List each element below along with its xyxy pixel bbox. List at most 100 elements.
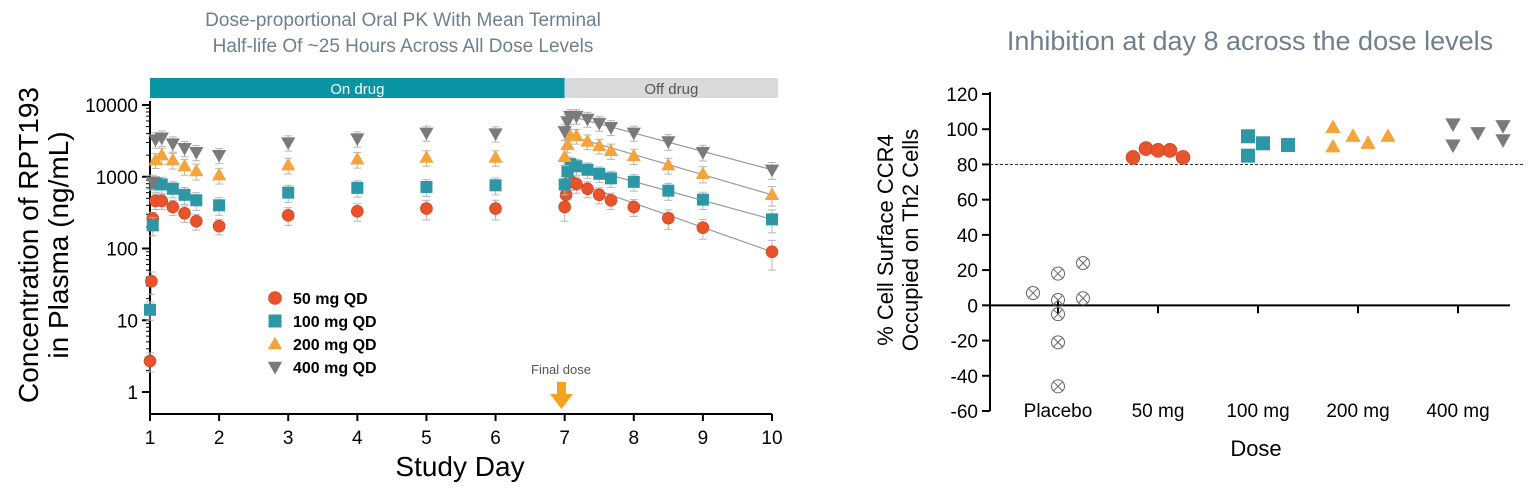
phase-label-on: On drug [330,81,384,98]
pk-chart-title-line1: Dose-proportional Oral PK With Mean Term… [205,10,601,31]
pk-point-100mg [696,193,709,206]
placebo-marker-ring [1051,307,1065,322]
pk-point-50mg [558,200,571,214]
phase-label-off: Off drug [644,81,698,98]
pk-x-tick-label: 7 [559,428,570,449]
pk-point-400mg [764,164,780,178]
pk-point-100mg [558,178,571,191]
pk-point-50mg [592,188,606,202]
pk-point-400mg [488,128,503,142]
occupancy-y-axis-label-line2: Occupied on Th2 Cells [898,129,923,351]
occupancy-x-tick-label: 50 mg [1132,401,1185,422]
pk-y-tick-label: 1 [127,383,138,404]
pk-x-tick-label: 5 [421,428,432,449]
pk-point-100mg [581,163,594,176]
occupancy-x-tick-label: 100 mg [1226,401,1289,422]
pk-point-400mg [281,137,296,150]
occupancy-point-50-mg [1162,143,1178,158]
pk-point-400mg [557,126,572,139]
pk-point-50mg [212,219,226,233]
pk-x-tick-label: 3 [283,428,294,449]
pk-point-100mg [604,172,617,185]
placebo-marker-cross [1028,288,1038,298]
occupancy-point-400-mg [1470,127,1486,141]
occupancy-point-200-mg [1325,119,1341,134]
pk-point-400mg [165,138,180,152]
pk-y-tick-label: 10000 [85,96,138,117]
legend-marker-400mg [267,361,283,375]
pk-point-200mg [661,157,676,171]
pk-point-200mg [580,134,595,147]
pk-point-400mg [177,142,192,156]
occupancy-point-100-mg [1241,129,1255,144]
placebo-marker-ring [1076,256,1090,271]
pk-point-400mg [592,117,607,131]
pk-point-50mg [570,177,583,191]
occupancy-point-100-mg [1241,148,1255,163]
pk-point-100mg [144,303,156,316]
pk-point-50mg [604,193,618,207]
pk-point-50mg [143,354,157,368]
placebo-marker-cross [1078,258,1088,268]
pk-point-100mg [146,219,159,232]
phase-bar-on [150,78,565,98]
pk-point-100mg [489,179,502,192]
pk-point-50mg [627,200,641,214]
occupancy-point-100-mg [1281,138,1295,153]
placebo-marker-cross [1078,293,1088,304]
pk-point-100mg [282,186,295,199]
pk-point-200mg [560,137,575,150]
occupancy-point-50-mg [1125,150,1141,165]
pk-y-tick-label: 100 [106,240,138,261]
occupancy-y-tick-label: -20 [951,332,978,353]
pk-point-50mg [178,206,191,220]
pk-series [143,109,780,373]
placebo-marker-ring [1026,286,1040,301]
pk-point-100mg [190,194,203,207]
final-dose-arrow-icon [550,382,573,409]
occupancy-x-tick-label: 200 mg [1326,401,1389,422]
occupancy-axes: -60 -40 -20 0 20 40 60 80 100 120 Placebo 50 mg 100 … [946,85,1525,423]
pk-point-200mg [592,138,607,151]
pk-point-100mg [420,180,433,193]
pk-legend: 50 mg QD 100 mg QD 200 mg QD 400 mg QD [267,291,377,377]
placebo-marker-ring [1051,266,1065,281]
pk-point-50mg [420,202,433,215]
occupancy-point-200-mg [1380,128,1396,142]
occupancy-point-400-mg [1445,118,1461,132]
pk-point-50mg [351,204,364,218]
occupancy-y-tick-label: 60 [957,191,978,212]
pk-point-100mg [351,181,364,194]
pk-point-400mg [569,110,584,124]
occupancy-point-placebo [1051,266,1065,281]
pk-point-200mg [695,166,711,179]
pk-point-50mg [765,245,779,259]
pk-point-200mg [154,147,169,161]
occupancy-point-placebo [1076,291,1090,306]
occupancy-y-tick-label: 120 [946,85,978,106]
occupancy-point-placebo [1051,293,1065,308]
pk-point-400mg [189,146,204,160]
pk-y-tick-label: 1000 [96,168,138,189]
placebo-marker-ring [1076,291,1090,306]
occupancy-chart: Inhibition at day 8 across the dose leve… [873,26,1525,461]
pk-point-200mg [177,158,192,172]
pk-point-200mg [419,150,434,163]
pk-point-400mg [419,127,434,141]
pk-point-100mg [155,178,168,191]
pk-point-50mg [281,209,295,222]
legend-marker-100mg [268,314,282,328]
pk-x-tick-label: 1 [145,428,156,449]
pk-point-200mg [211,167,227,181]
occupancy-point-50-mg [1175,150,1191,165]
pk-point-400mg [211,149,227,163]
pk-point-200mg [557,149,572,162]
occupancy-x-tick-label: Placebo [1024,401,1093,422]
pk-point-200mg [281,157,296,171]
pk-x-tick-label: 9 [698,428,709,449]
occupancy-point-200-mg [1345,128,1361,142]
occupancy-y-tick-label: -40 [951,367,978,388]
pk-chart-title-line2: Half-life Of ~25 Hours Across All Dose L… [213,36,594,57]
placebo-marker-cross [1053,381,1063,392]
legend-label-400mg: 400 mg QD [293,360,377,377]
